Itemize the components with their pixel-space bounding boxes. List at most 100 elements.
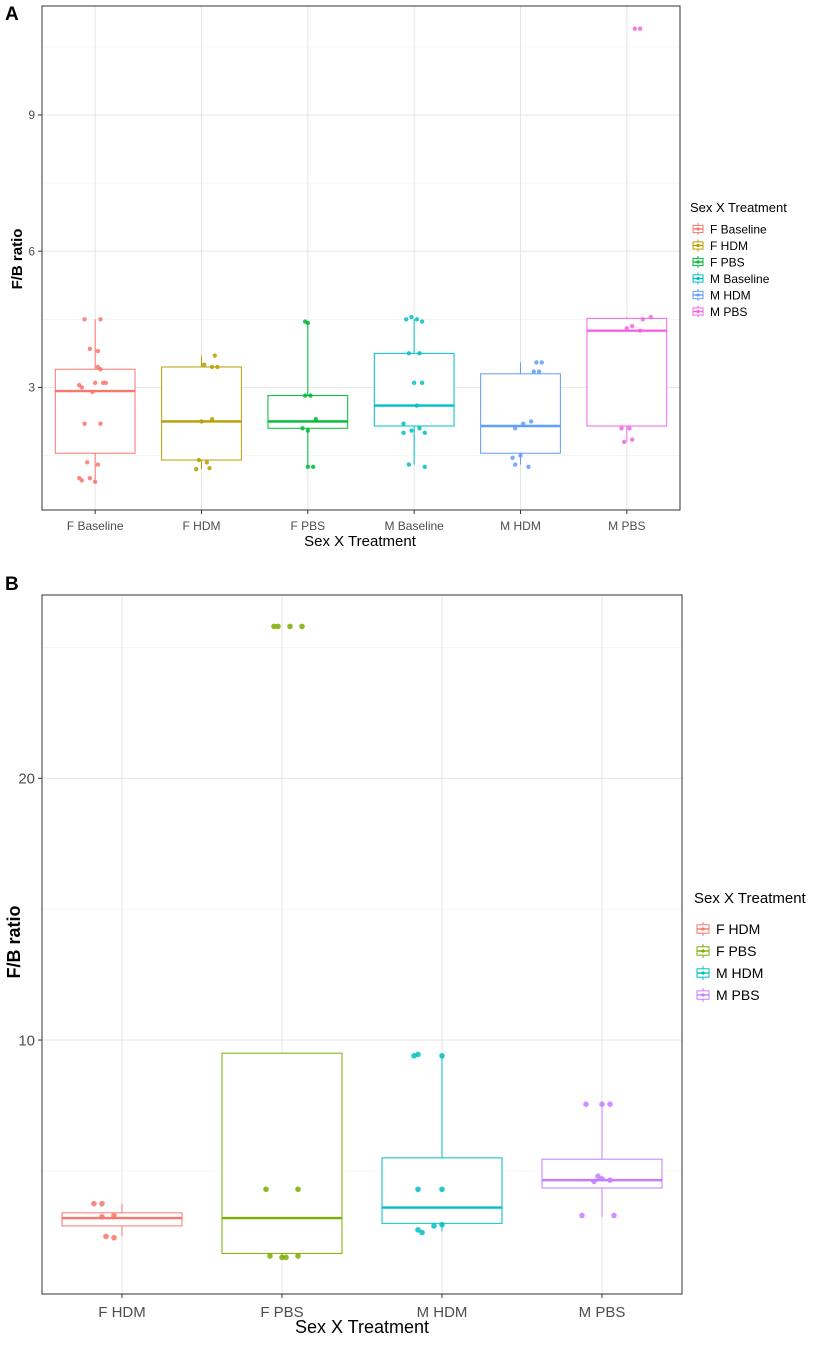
data-point (531, 369, 536, 374)
data-point (627, 426, 632, 431)
legend-label: F PBS (716, 943, 756, 959)
data-point (599, 1176, 605, 1182)
box-iqr (161, 366, 242, 461)
data-point (607, 1101, 613, 1107)
legend-key-point (701, 927, 705, 931)
y-tick-label: 10 (18, 1032, 35, 1049)
data-point (209, 364, 215, 370)
data-point (95, 462, 101, 467)
data-point (95, 348, 101, 354)
data-point (579, 1212, 585, 1219)
legend-label: M HDM (716, 965, 763, 981)
x-tick-label: M PBS (608, 519, 645, 533)
data-point (417, 351, 422, 356)
data-point (92, 380, 98, 386)
data-point (87, 476, 93, 481)
box-m-hdm (381, 1055, 503, 1232)
plot-area-b (41, 594, 683, 1295)
data-point (199, 419, 204, 424)
data-point (283, 1254, 289, 1261)
legend-label: F Baseline (710, 222, 767, 236)
box-iqr (373, 352, 455, 427)
data-point (611, 1212, 617, 1219)
data-point (591, 1178, 597, 1185)
box-m-baseline (373, 319, 455, 465)
x-tick-label: F HDM (183, 519, 221, 533)
legend-item: M PBS (692, 305, 747, 319)
x-tick-label: M HDM (500, 519, 541, 533)
legend-item: M HDM (692, 288, 751, 302)
data-point (193, 466, 199, 472)
legend-label: M HDM (710, 288, 751, 302)
data-point (99, 1200, 105, 1207)
data-point (624, 326, 630, 331)
data-point (305, 464, 311, 470)
x-tick-label: M HDM (417, 1304, 468, 1321)
data-point (111, 1212, 117, 1219)
plot-border (41, 5, 681, 511)
legend-title-a: Sex X Treatment (690, 200, 787, 215)
data-point (275, 623, 281, 630)
data-point (534, 360, 539, 365)
data-point (632, 26, 638, 31)
plot-border (41, 594, 683, 1295)
legend-label: F HDM (716, 921, 760, 937)
data-point (406, 351, 412, 356)
data-point (295, 1186, 301, 1193)
legend-key-point (696, 293, 700, 297)
data-point (99, 1213, 105, 1220)
x-axis-title-b: Sex X Treatment (295, 1317, 429, 1337)
data-point (528, 419, 534, 424)
data-point (510, 455, 515, 460)
box-f-pbs (267, 321, 349, 467)
legend-key-point (701, 971, 705, 975)
legend-title-b: Sex X Treatment (694, 890, 807, 907)
data-point (637, 328, 643, 333)
box-iqr (480, 373, 561, 454)
data-point (305, 428, 311, 433)
data-point (518, 453, 523, 458)
legend-b: Sex X Treatment F HDM F PBS M HDM M PBS (694, 890, 807, 1003)
data-point (648, 314, 653, 320)
data-point (629, 323, 635, 329)
plot-background (42, 6, 680, 510)
data-point (279, 1254, 285, 1261)
data-point (406, 462, 412, 467)
data-point (419, 1229, 425, 1236)
y-tick-label: 9 (28, 108, 35, 122)
data-point (308, 393, 313, 398)
data-point (84, 460, 90, 465)
data-point (215, 364, 220, 370)
data-point (310, 464, 316, 470)
data-point (414, 403, 420, 408)
data-point (431, 1223, 437, 1229)
box-f-hdm (61, 1203, 183, 1237)
data-point (409, 314, 414, 320)
legend-key-point (696, 227, 700, 231)
data-point (204, 460, 210, 465)
data-point (439, 1052, 445, 1059)
legend-label: F PBS (710, 255, 745, 269)
data-point (401, 430, 406, 436)
box-f-pbs (221, 1052, 343, 1258)
legend-label: M PBS (716, 987, 760, 1003)
data-point (539, 360, 544, 365)
y-tick-label: 3 (28, 381, 35, 395)
data-point (90, 389, 95, 395)
box-m-pbs (586, 317, 668, 442)
data-point (79, 478, 85, 483)
data-point (98, 317, 103, 322)
x-ticks-a: F Baseline F HDM F PBS M Baseline M HDM M PBS (67, 510, 646, 533)
data-point (263, 1186, 269, 1193)
data-point (87, 346, 93, 352)
legend-key-point (701, 993, 705, 997)
box-m-hdm (480, 362, 561, 465)
data-point (439, 1221, 445, 1228)
panel-label-b: B (5, 574, 19, 595)
legend-key-point (696, 243, 700, 248)
data-point (300, 426, 305, 431)
data-point (92, 479, 98, 485)
data-point (422, 464, 427, 470)
legend-item: F PBS (692, 255, 745, 269)
data-point (82, 421, 87, 426)
